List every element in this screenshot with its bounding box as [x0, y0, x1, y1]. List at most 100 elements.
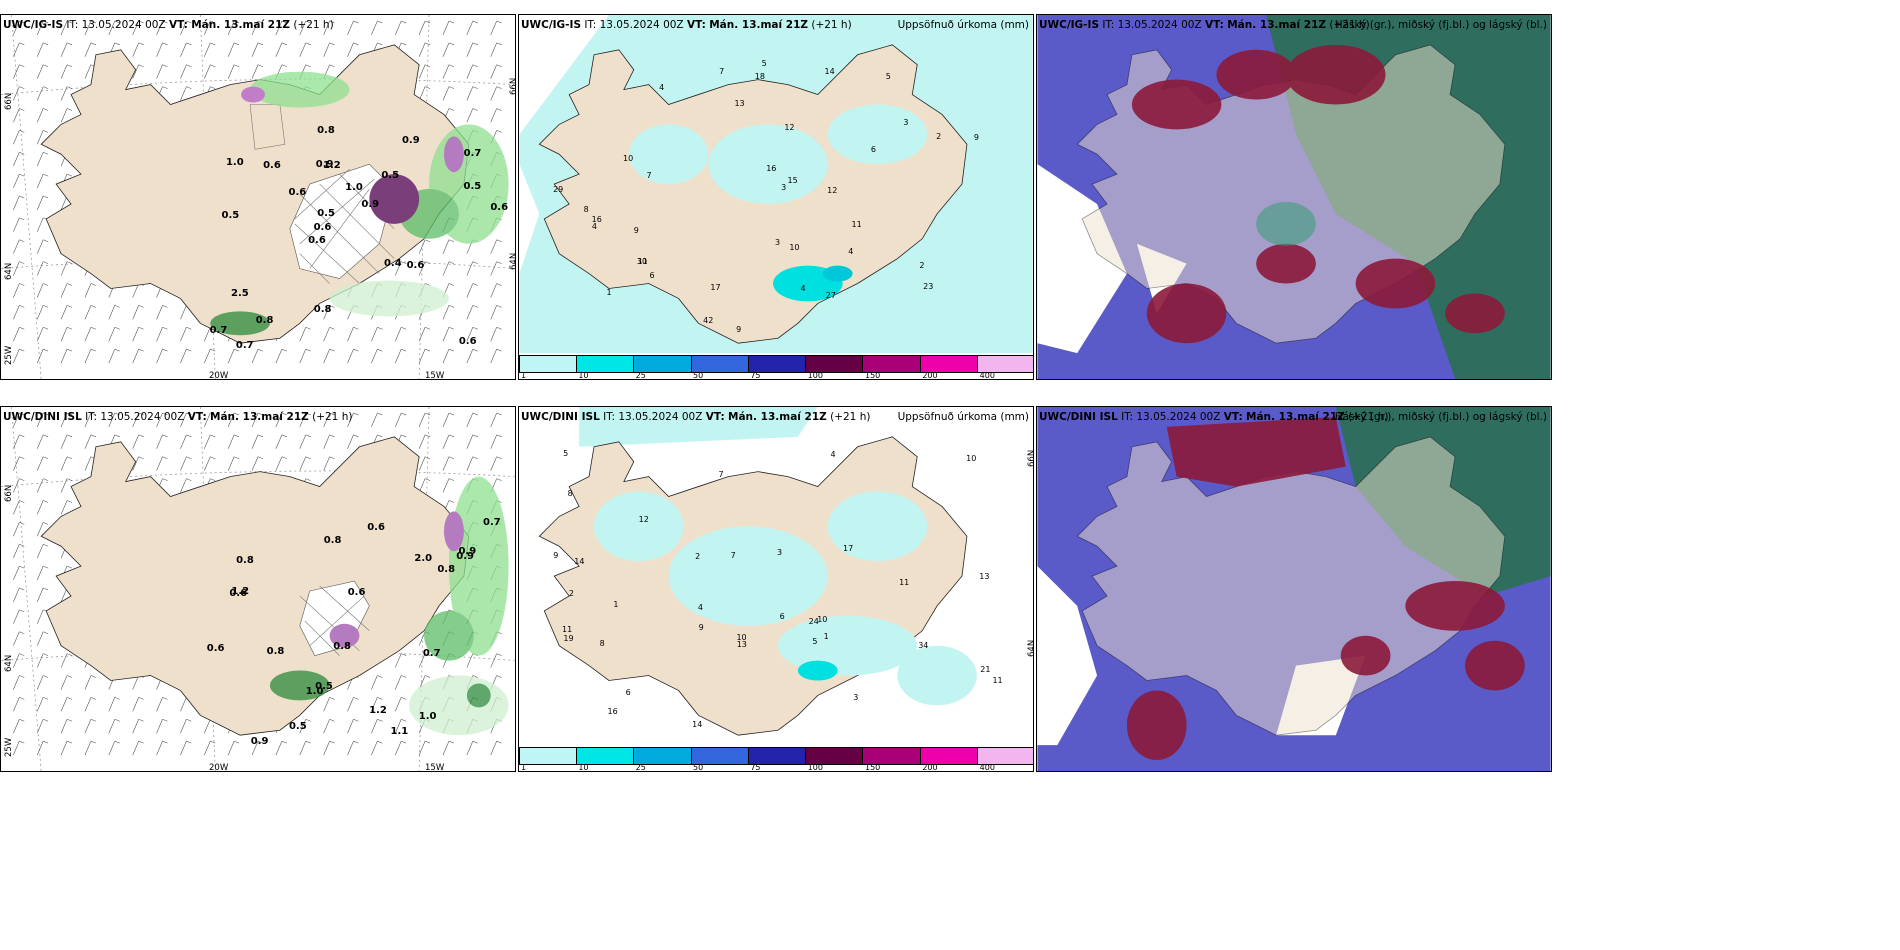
value-label: 1	[613, 599, 619, 609]
lon-25-label: 25W	[4, 737, 14, 757]
colorbar-tick-label: 200	[922, 763, 938, 772]
value-label: 0.6	[458, 335, 477, 347]
colorbar-swatch	[748, 356, 807, 372]
panel-wind-precip-top: UWC/IG-IS IT: 13.05.2024 00Z VT: Mán. 13…	[0, 14, 516, 380]
value-label: 0.9	[456, 551, 474, 563]
value-label: 9	[553, 551, 559, 561]
value-label: 4	[830, 449, 836, 459]
colorbar	[519, 355, 1033, 373]
snow-purple	[241, 86, 464, 224]
panel-title: UWC/IG-IS IT: 13.05.2024 00Z VT: Mán. 13…	[521, 19, 852, 31]
value-label: 0.7	[463, 148, 482, 160]
value-label: 10	[789, 243, 800, 253]
value-label: 7	[718, 469, 724, 479]
value-label: 0.7	[235, 339, 254, 351]
value-label: 42	[703, 315, 714, 325]
value-label: 0.8	[333, 641, 351, 653]
value-label: 0.6	[229, 588, 248, 600]
colorbar-tick-label: 10	[578, 763, 589, 772]
value-label: 2	[568, 589, 574, 599]
value-label: 12	[827, 186, 838, 196]
value-label: 12	[784, 122, 795, 132]
value-label: 0.8	[323, 534, 342, 546]
map-wind-bottom	[1, 407, 515, 771]
value-label: 0.9	[458, 545, 477, 557]
value-label: 0.6	[308, 235, 326, 247]
lat-64-label: 64N	[4, 262, 14, 280]
value-label: 17	[843, 544, 854, 554]
value-label: 1	[823, 631, 829, 641]
colorbar-tick-label: 50	[693, 763, 704, 772]
value-label: 9	[698, 622, 704, 632]
value-label: 1.2	[231, 585, 250, 597]
colorbar-swatch	[691, 356, 749, 372]
cloud-mid	[1131, 44, 1505, 344]
value-label: 7	[719, 66, 725, 76]
panel-cloud-top: UWC/IG-IS IT: 13.05.2024 00Z VT: Mán. 13…	[1036, 14, 1552, 380]
value-label: 13	[736, 639, 747, 649]
map-precip-bottom	[519, 407, 1033, 746]
value-label: 1.2	[369, 704, 387, 716]
lat-66-label-right: 66N	[509, 77, 516, 95]
colorbar-swatch	[977, 356, 1033, 372]
value-label: 17	[710, 283, 721, 293]
value-label: 0.8	[317, 124, 335, 136]
value-label: 0.8	[255, 315, 274, 327]
value-label: 9	[633, 226, 639, 236]
value-label: 10	[966, 453, 977, 463]
colorbar-swatch	[748, 748, 807, 764]
panel-title: UWC/DINI ISL IT: 13.05.2024 00Z VT: Mán.…	[1039, 411, 1389, 423]
value-label: 16	[607, 706, 618, 716]
value-label: 3	[777, 547, 783, 557]
colorbar-swatch	[977, 748, 1033, 764]
value-label: 0.5	[315, 681, 333, 693]
lon-20-label: 20W	[209, 763, 229, 772]
colorbar-tick-label: 150	[865, 371, 881, 380]
lon-25-label: 25W	[4, 345, 14, 365]
value-label: 11	[637, 256, 648, 266]
value-label: 11	[562, 625, 573, 635]
value-label: 8	[583, 205, 589, 215]
value-label: 7	[646, 170, 652, 180]
value-label: 3	[903, 118, 909, 128]
value-label: 0.6	[347, 587, 366, 599]
value-label: 10	[817, 615, 828, 625]
value-label: 0.5	[288, 721, 307, 733]
value-label: 1	[606, 288, 612, 298]
value-label: 1.2	[323, 159, 341, 171]
value-label: 13	[734, 98, 745, 108]
colorbar-swatch	[634, 356, 692, 372]
value-label: 1.0	[345, 182, 363, 194]
value-label: 6	[870, 144, 876, 154]
colorbar-swatch	[806, 356, 864, 372]
value-label: 4	[848, 246, 854, 256]
map-wind-top	[1, 15, 515, 379]
value-label: 0.8	[437, 564, 456, 576]
value-label: 0.5	[317, 208, 335, 220]
value-label: 2	[695, 552, 701, 562]
value-label: 0.9	[315, 158, 334, 170]
map-cloud-bottom	[1037, 407, 1551, 771]
value-label: 29	[553, 184, 564, 194]
value-label: 0.4	[383, 258, 402, 270]
precip-patches	[628, 104, 928, 302]
panel-accum-precip-bottom: UWC/DINI ISL IT: 13.05.2024 00Z VT: Mán.…	[518, 406, 1034, 772]
value-label: 8	[599, 638, 605, 648]
value-label: 34	[918, 640, 929, 650]
colorbar-swatch	[577, 356, 635, 372]
value-label: 13	[979, 571, 990, 581]
panel-subtitle: Uppsöfnuð úrkoma (mm)	[897, 19, 1029, 31]
value-label: 5	[812, 637, 818, 647]
value-label: 2	[919, 261, 925, 271]
value-label: 1.0	[305, 686, 324, 698]
value-label: 11	[851, 219, 862, 229]
value-label: 0.5	[221, 209, 240, 221]
value-label: 0.8	[266, 645, 285, 657]
value-label: 1.0	[225, 156, 244, 168]
value-label: 3	[781, 182, 787, 192]
colorbar-swatch	[577, 748, 635, 764]
colorbar-swatch	[634, 748, 692, 764]
value-label: 14	[574, 556, 585, 566]
value-label: 0.9	[361, 199, 380, 211]
value-label: 0.6	[288, 187, 307, 198]
